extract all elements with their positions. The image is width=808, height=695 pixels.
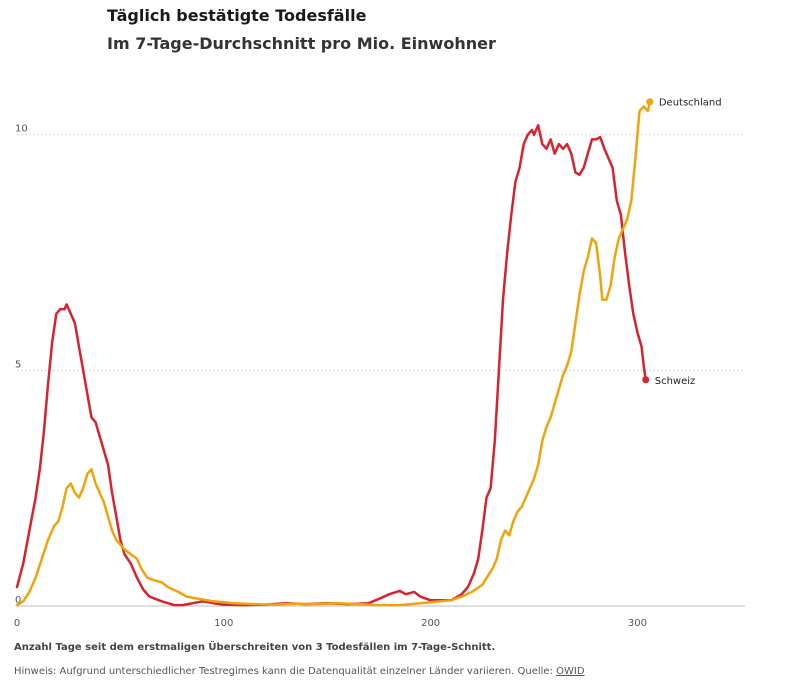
- y-tick-label: 10: [15, 124, 28, 135]
- chart-subtitle: Im 7-Tage-Durchschnitt pro Mio. Einwohne…: [107, 34, 496, 53]
- series-label-schweiz: Schweiz: [655, 376, 696, 387]
- chart-area: 0 5 10 0 100 200 300 Schweiz Deutschland: [14, 98, 745, 629]
- y-tick-label: 0: [15, 595, 21, 606]
- x-axis-description: Anzahl Tage seit dem erstmaligen Übersch…: [14, 642, 496, 653]
- series-line-schweiz: [15, 124, 647, 607]
- data-quality-hint: Hinweis: Aufgrund unterschiedlicher Test…: [14, 666, 585, 677]
- x-tick-label: 100: [214, 618, 233, 629]
- series-lines: [15, 100, 652, 607]
- y-tick-label: 5: [15, 359, 21, 370]
- hint-text: Hinweis: Aufgrund unterschiedlicher Test…: [14, 666, 553, 677]
- series-label-deutschland: Deutschland: [659, 98, 722, 109]
- y-axis-labels: 0 5 10: [15, 124, 28, 606]
- x-tick-label: 200: [421, 618, 440, 629]
- x-tick-label: 0: [14, 618, 20, 629]
- chart-title: Täglich bestätigte Todesfälle: [107, 6, 367, 25]
- series-endpoint-schweiz[interactable]: [642, 376, 650, 384]
- series-line-deutschland: [15, 100, 652, 607]
- series-labels: Schweiz Deutschland: [655, 98, 722, 387]
- source-link-owid[interactable]: OWID: [556, 666, 585, 677]
- series-endpoint-deutschland[interactable]: [646, 98, 654, 106]
- series-endpoints[interactable]: [642, 98, 654, 384]
- x-tick-label: 300: [628, 618, 647, 629]
- x-axis-labels: 0 100 200 300: [14, 618, 647, 629]
- gridlines: [17, 134, 745, 371]
